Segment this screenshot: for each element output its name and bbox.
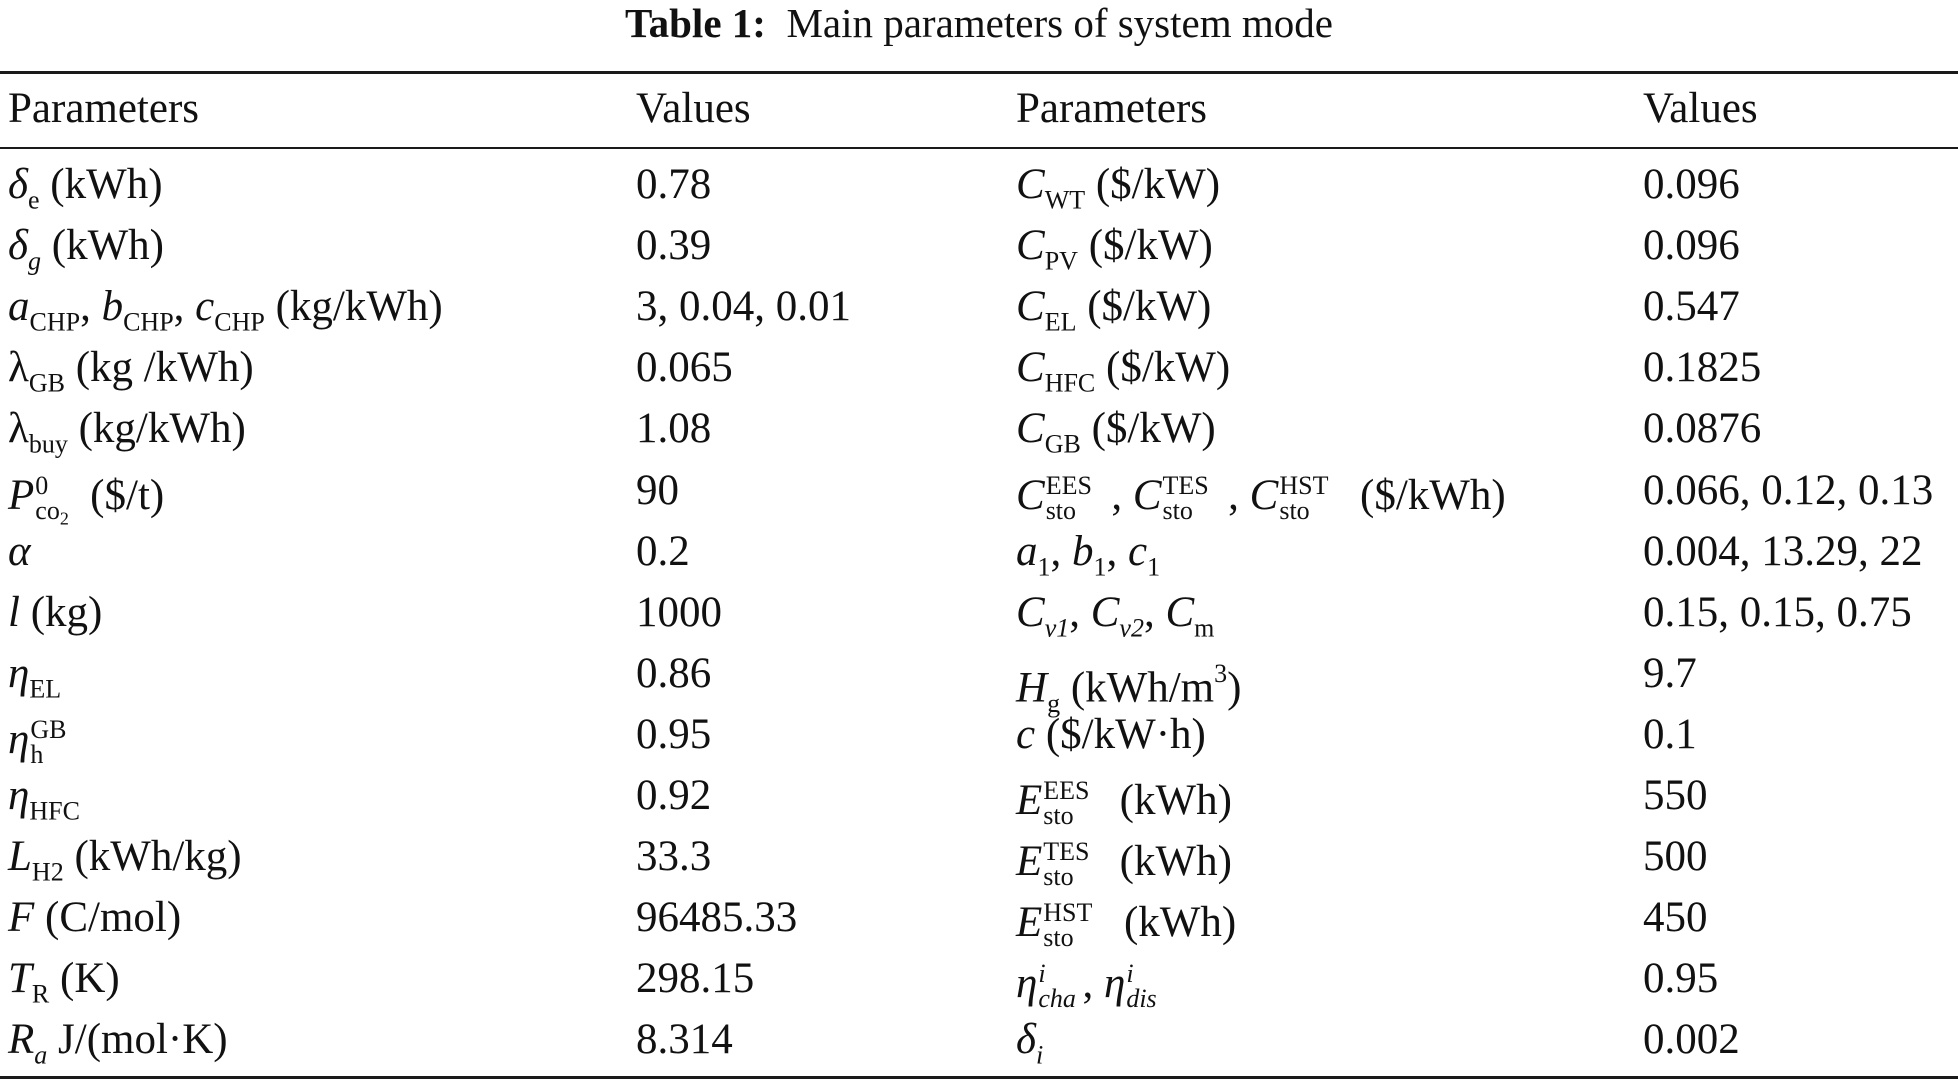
param-eta-cha-dis: η i cha, η i dis (1016, 958, 1157, 1013)
param-e-sto-ees: E EES sto (kWh) (1016, 775, 1232, 830)
param-chp-coefficients: aCHP, bCHP, cCHP (kg/kWh) (8, 283, 443, 337)
param-delta-i: δi (1016, 1016, 1044, 1070)
param-c-pv: CPV ($/kW) (1016, 222, 1213, 276)
value-l: 1000 (636, 589, 722, 636)
param-c-hfc: CHFC ($/kW) (1016, 344, 1231, 398)
param-eta-el: ηEL (8, 650, 62, 704)
param-lambda-buy: λbuy (kg/kWh) (8, 405, 246, 459)
param-c-sto: C EES sto, C TES sto, C HST sto ($/kWh) (1016, 470, 1506, 525)
value-c-wt: 0.096 (1643, 161, 1740, 208)
value-eta-h-gb: 0.95 (636, 711, 712, 758)
value-lambda-gb: 0.065 (636, 344, 733, 391)
param-delta-e: δe (kWh) (8, 161, 163, 215)
param-delta-g: δg (kWh) (8, 222, 164, 276)
param-p-co2: P 0 co2 ($/t) (8, 470, 165, 528)
bottom-rule (0, 1076, 1958, 1079)
param-c-el: CEL ($/kW) (1016, 283, 1212, 337)
value-f: 96485.33 (636, 894, 798, 941)
param-c-wt: CWT ($/kW) (1016, 161, 1221, 215)
caption-label: Table 1: (625, 0, 766, 46)
table-caption: Table 1: Main parameters of system mode (0, 0, 1958, 46)
value-h-g: 9.7 (1643, 650, 1697, 697)
param-eta-hfc: ηHFC (8, 772, 80, 826)
param-t-r: TR (K) (8, 955, 120, 1009)
param-h-g: Hg (kWh/m3) (1016, 659, 1242, 718)
param-c-gb: CGB ($/kW) (1016, 405, 1216, 459)
value-c-gb: 0.0876 (1643, 405, 1762, 452)
value-e-sto-tes: 500 (1643, 833, 1708, 880)
value-c-v-m: 0.15, 0.15, 0.75 (1643, 589, 1912, 636)
value-delta-i: 0.002 (1643, 1016, 1740, 1063)
value-delta-e: 0.78 (636, 161, 712, 208)
param-l: l (kg) (8, 589, 103, 636)
header-parameters-left: Parameters (8, 85, 200, 132)
value-alpha: 0.2 (636, 528, 690, 575)
param-e-sto-hst: E HST sto (kWh) (1016, 897, 1237, 952)
value-t-r: 298.15 (636, 955, 755, 1002)
value-e-sto-ees: 550 (1643, 772, 1708, 819)
value-c-hfc: 0.1825 (1643, 344, 1762, 391)
param-lambda-gb: λGB (kg /kWh) (8, 344, 254, 398)
param-c-v-m: Cv1, Cv2, Cm (1016, 589, 1215, 643)
header-rule (0, 147, 1958, 149)
value-c-el: 0.547 (1643, 283, 1740, 330)
value-chp-coefficients: 3, 0.04, 0.01 (636, 283, 851, 330)
value-c-price: 0.1 (1643, 711, 1697, 758)
value-eta-el: 0.86 (636, 650, 712, 697)
param-abc-1: a1, b1, c1 (1016, 528, 1161, 582)
value-eta-hfc: 0.92 (636, 772, 712, 819)
param-e-sto-tes: E TES sto (kWh) (1016, 836, 1232, 891)
value-c-sto: 0.066, 0.12, 0.13 (1643, 467, 1934, 514)
value-lambda-buy: 1.08 (636, 405, 712, 452)
param-f: F (C/mol) (8, 894, 182, 941)
param-alpha: α (8, 528, 31, 575)
caption-text: Main parameters of system mode (786, 0, 1333, 46)
value-c-pv: 0.096 (1643, 222, 1740, 269)
param-r-a: Ra J/(mol·K) (8, 1016, 228, 1070)
value-eta-cha-dis: 0.95 (1643, 955, 1719, 1002)
param-eta-h-gb: η GB h (8, 714, 67, 769)
header-values-right: Values (1643, 85, 1758, 132)
header-values-left: Values (636, 85, 751, 132)
value-r-a: 8.314 (636, 1016, 733, 1063)
value-abc-1: 0.004, 13.29, 22 (1643, 528, 1923, 575)
value-e-sto-hst: 450 (1643, 894, 1708, 941)
param-c-price: c ($/kW·h) (1016, 711, 1206, 758)
value-l-h2: 33.3 (636, 833, 712, 880)
header-parameters-right: Parameters (1016, 85, 1208, 132)
param-l-h2: LH2 (kWh/kg) (8, 833, 242, 887)
top-rule (0, 71, 1958, 74)
value-p-co2: 90 (636, 467, 679, 514)
value-delta-g: 0.39 (636, 222, 712, 269)
